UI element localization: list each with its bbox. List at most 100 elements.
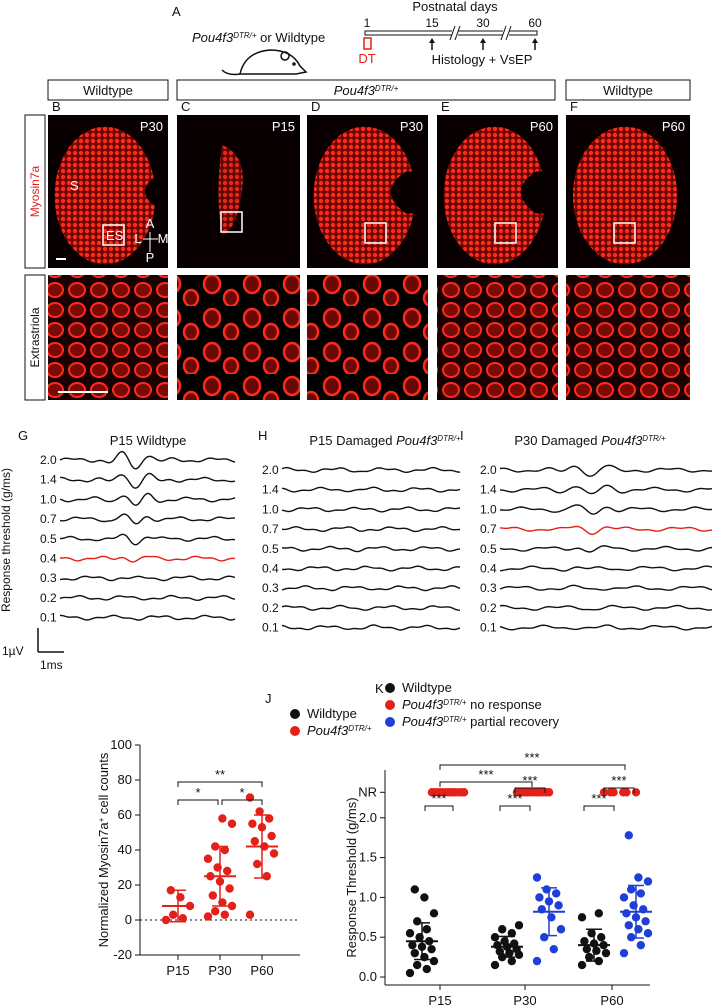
dt-icon: [363, 37, 372, 50]
orientation-label: A: [146, 216, 155, 231]
timeline-break: [503, 28, 509, 38]
data-point: [577, 913, 587, 922]
legend-marker: [385, 683, 395, 693]
y-tick-label: 100: [110, 737, 132, 752]
y-tick-label: 0.0: [359, 969, 377, 984]
panel-letter: D: [311, 99, 320, 114]
sig-label: ***: [507, 791, 522, 806]
trace: [499, 565, 713, 572]
data-point: [208, 891, 217, 900]
data-point: [225, 884, 234, 893]
micrograph: [566, 275, 690, 400]
data-point: [554, 901, 563, 910]
trace: [281, 525, 461, 533]
text-part: partial recovery: [467, 714, 560, 729]
region-label: S: [70, 178, 79, 193]
trace: [499, 545, 713, 553]
data-point: [178, 914, 187, 923]
data-point: [250, 837, 259, 846]
data-point: [220, 845, 229, 855]
text-part: Wildtype: [402, 680, 452, 695]
sig-bracket: [514, 787, 546, 793]
data-point: [636, 889, 645, 898]
age-label: P30: [140, 119, 163, 134]
data-point: [594, 909, 603, 918]
data-point: [267, 831, 276, 841]
x-tick-label: P60: [600, 993, 623, 1008]
panel-letter: H: [258, 428, 267, 443]
sig-label: **: [215, 767, 225, 782]
data-point: [643, 877, 653, 886]
trace: [499, 504, 713, 515]
sig-bracket: [177, 799, 219, 805]
sig-bracket: [499, 805, 531, 811]
level-label: 2.0: [262, 463, 279, 477]
data-point: [211, 907, 220, 916]
age-label: P30: [400, 119, 423, 134]
tissue-notch: [520, 171, 558, 214]
sig-label: *: [195, 785, 200, 800]
data-point: [490, 933, 500, 942]
text-part: DTR/+: [233, 31, 257, 40]
data-point: [410, 948, 419, 958]
data-point: [427, 944, 436, 954]
x-tick-label: P30: [513, 993, 536, 1008]
level-label: 0.3: [262, 581, 279, 595]
panel-letter: I: [460, 428, 464, 443]
legend-label: Pou4f3DTR/+ no response: [402, 697, 542, 712]
text-part: Normalized Myosin7a: [96, 822, 111, 948]
level-label: 2.0: [40, 453, 57, 467]
row-label: Extrastriola: [28, 307, 42, 367]
data-point: [532, 956, 542, 966]
text-part: DTR/+: [437, 434, 461, 443]
day-label: 30: [476, 16, 490, 30]
data-point: [631, 788, 641, 797]
data-point: [585, 952, 594, 962]
trace: [59, 614, 236, 621]
timeline-title: Postnatal days: [412, 0, 498, 14]
inset-box: [364, 222, 387, 244]
level-label: 0.7: [480, 522, 497, 536]
row-label: Myosin7a: [28, 165, 42, 217]
legend-marker: [385, 700, 395, 710]
data-point: [161, 915, 171, 925]
mouse-icon: [221, 49, 308, 76]
data-point: [405, 929, 415, 938]
arrow-head: [429, 38, 435, 43]
row-label-box: [24, 274, 46, 401]
sig-bracket: [603, 787, 635, 793]
trace: [499, 584, 713, 591]
text-part: +: [97, 817, 106, 822]
data-point: [540, 933, 549, 942]
break-slash: [500, 25, 507, 41]
data-point: [636, 940, 645, 950]
micrograph: [307, 275, 428, 400]
level-label: 0.1: [40, 611, 57, 625]
text-part: Pou4f3: [402, 697, 444, 712]
level-label: 0.3: [480, 581, 497, 595]
level-label: 0.2: [262, 601, 279, 615]
data-point: [431, 788, 440, 797]
legend-marker: [290, 709, 300, 719]
sig-label: ***: [522, 773, 537, 788]
legend-label: Pou4f3DTR/+: [307, 723, 372, 738]
level-label: 0.4: [40, 552, 57, 566]
trace: [281, 466, 461, 474]
legend-marker: [385, 717, 395, 727]
text-part: Pou4f3: [601, 433, 643, 448]
trace: [499, 464, 713, 478]
tissue: [443, 126, 546, 265]
y-tick-label: 80: [118, 772, 132, 787]
header-label: Wildtype: [83, 83, 133, 98]
data-point: [245, 910, 255, 919]
header-box: [565, 79, 691, 101]
tissue: [572, 126, 678, 265]
data-point: [443, 788, 453, 797]
level-label: 1.4: [262, 483, 279, 497]
panel-letter: E: [441, 99, 450, 114]
level-label: 0.5: [40, 532, 57, 546]
data-point: [507, 956, 516, 966]
day-label: 1: [364, 16, 371, 30]
level-label: 0.1: [262, 621, 279, 635]
